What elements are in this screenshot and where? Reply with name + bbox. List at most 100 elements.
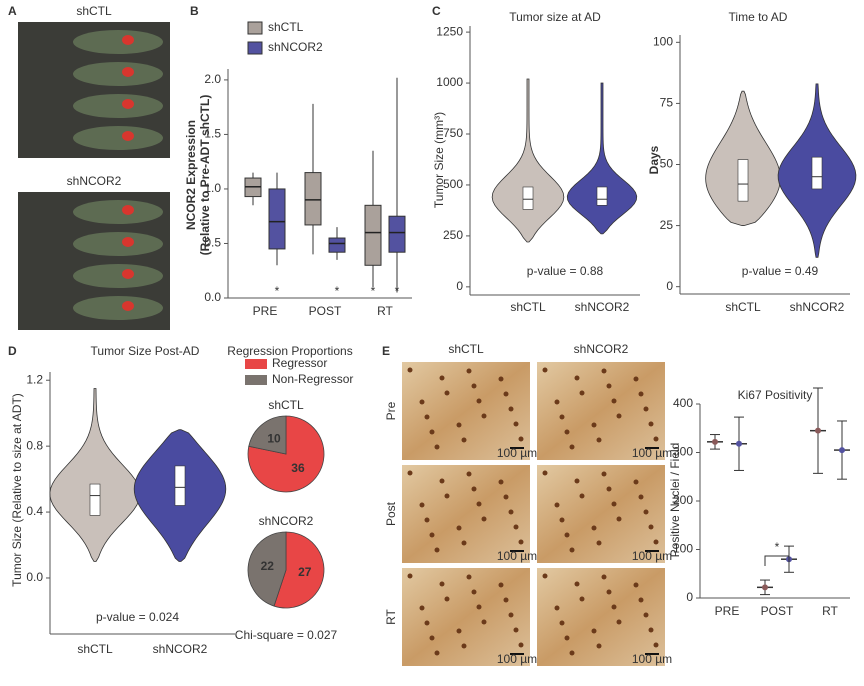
nucleus [638, 597, 644, 603]
scale-bar-label: 100 µm [497, 652, 537, 666]
nucleus [461, 540, 467, 546]
annotation: p-value = 0.88 [527, 264, 604, 278]
y-axis-label: Positive Nuclei / Field [668, 443, 682, 558]
nucleus [601, 368, 607, 374]
nucleus [481, 413, 487, 419]
y-tick-label: 0.8 [26, 438, 43, 452]
nucleus [648, 524, 654, 530]
y-tick-label: 25 [660, 218, 674, 232]
ihc-image [537, 568, 665, 666]
nucleus [434, 650, 440, 656]
violin [49, 388, 141, 562]
scale-bar-label: 100 µm [632, 652, 672, 666]
nucleus [648, 627, 654, 633]
nucleus [611, 604, 617, 610]
annotation: p-value = 0.49 [742, 264, 819, 278]
nucleus [606, 383, 612, 389]
chart-title: Tumor size at AD [509, 10, 601, 24]
iqr-box [89, 483, 101, 516]
y-tick-label: 0 [666, 279, 673, 293]
nucleus [429, 429, 435, 435]
nucleus [476, 398, 482, 404]
ihc-row-label: RT [384, 608, 398, 624]
y-tick-label: 1000 [436, 75, 463, 89]
significance-bracket [764, 555, 790, 566]
nucleus [461, 643, 467, 649]
nucleus [606, 589, 612, 595]
value-label: 27 [298, 565, 312, 579]
nucleus [513, 627, 519, 633]
nucleus [424, 620, 430, 626]
y-tick-label: 300 [673, 445, 693, 459]
nucleus [569, 650, 575, 656]
significance: * [371, 284, 376, 298]
nucleus [456, 525, 462, 531]
nucleus [471, 383, 477, 389]
nucleus [591, 525, 597, 531]
ihc-image [402, 465, 530, 563]
nucleus [466, 368, 472, 374]
x-tick-label: shCTL [77, 642, 113, 656]
box [268, 188, 286, 250]
nucleus [554, 605, 560, 611]
nucleus [596, 540, 602, 546]
nucleus [653, 642, 659, 648]
ihc-image [537, 465, 665, 563]
tumor-signal [122, 205, 134, 215]
y-tick-label: 50 [660, 157, 674, 171]
panel-label: D [8, 344, 17, 358]
nucleus [513, 421, 519, 427]
nucleus [574, 581, 580, 587]
nucleus [429, 532, 435, 538]
nucleus [564, 429, 570, 435]
tumor-signal [122, 269, 134, 279]
point [712, 438, 718, 445]
nucleus [498, 582, 504, 588]
mouse-body [73, 264, 163, 288]
y-axis-label: Days [647, 145, 661, 174]
y-axis-label: NCOR2 Expression [184, 120, 198, 230]
nucleus [503, 494, 509, 500]
x-tick-label: POST [309, 304, 342, 318]
iqr-box [596, 186, 608, 206]
x-tick-label: shCTL [725, 300, 761, 314]
ihc-image [402, 568, 530, 666]
nucleus [648, 421, 654, 427]
nucleus [574, 375, 580, 381]
nucleus [638, 391, 644, 397]
nucleus [616, 516, 622, 522]
significance: * [275, 284, 280, 298]
legend-swatch [245, 375, 267, 385]
value-label: 22 [261, 559, 275, 573]
y-axis-label: (Relative to Pre-ADT shCTL) [198, 95, 212, 256]
mouse-body [73, 126, 163, 150]
nucleus [508, 612, 514, 618]
significance: * [335, 284, 340, 298]
y-tick-label: 200 [673, 493, 693, 507]
y-tick-label: 250 [443, 228, 463, 242]
point [762, 584, 768, 591]
tumor-signal [122, 67, 134, 77]
nucleus [466, 471, 472, 477]
y-tick-label: 100 [673, 542, 693, 556]
mouse-body [73, 200, 163, 224]
nucleus [542, 573, 548, 579]
iqr-box [174, 465, 186, 506]
x-tick-label: shNCOR2 [153, 642, 208, 656]
nucleus [601, 471, 607, 477]
nucleus [579, 596, 585, 602]
pie-slice [247, 531, 287, 607]
y-tick-label: 0.4 [26, 504, 43, 518]
y-tick-label: 75 [660, 96, 674, 110]
nucleus [559, 620, 565, 626]
x-tick-label: shNCOR2 [790, 300, 845, 314]
chart-title: Regression Proportions [227, 344, 352, 358]
nucleus [434, 444, 440, 450]
legend-label: shCTL [268, 20, 304, 34]
nucleus [518, 539, 524, 545]
value-label: 36 [291, 461, 305, 475]
panel-label: A [8, 4, 17, 18]
nucleus [643, 406, 649, 412]
nucleus [508, 406, 514, 412]
